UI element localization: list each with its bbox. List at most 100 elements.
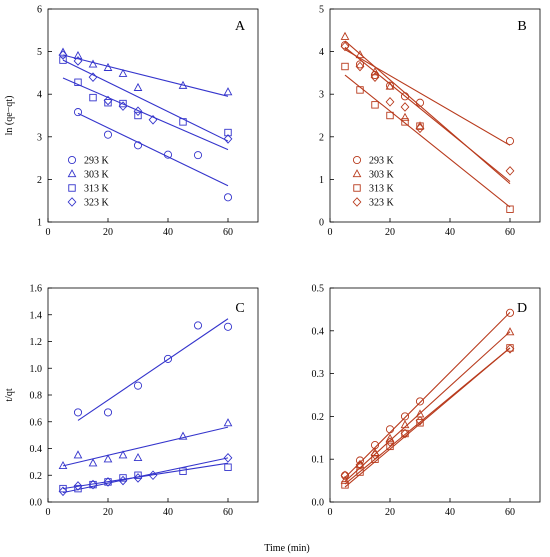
data-point bbox=[505, 327, 515, 336]
x-tick-label: 40 bbox=[163, 227, 173, 238]
series-323-k bbox=[340, 41, 515, 182]
data-point bbox=[355, 459, 365, 470]
legend-label: 323 K bbox=[84, 198, 110, 209]
data-point bbox=[224, 128, 232, 137]
series-323-k bbox=[340, 343, 515, 485]
data-point bbox=[58, 50, 68, 60]
x-tick-label: 0 bbox=[328, 507, 333, 518]
data-point bbox=[73, 450, 83, 459]
legend: 293 K 303 K 313 K 323 K bbox=[352, 155, 395, 209]
y-tick-label: 0 bbox=[319, 218, 324, 229]
data-point bbox=[505, 166, 515, 176]
x-tick-label: 0 bbox=[46, 507, 51, 518]
data-point bbox=[401, 118, 409, 126]
legend-marker bbox=[353, 184, 361, 192]
data-point bbox=[224, 463, 232, 471]
legend-label: 313 K bbox=[84, 184, 110, 195]
fit-line bbox=[62, 462, 229, 490]
legend-marker bbox=[352, 155, 362, 165]
data-point bbox=[356, 86, 364, 94]
x-tick-label: 60 bbox=[223, 227, 233, 238]
data-point bbox=[400, 412, 410, 421]
data-point bbox=[386, 442, 394, 451]
x-tick-label: 20 bbox=[385, 507, 395, 518]
data-point bbox=[415, 415, 425, 426]
y-tick-label: 0.2 bbox=[30, 471, 43, 482]
series-293-k bbox=[73, 108, 233, 202]
data-point bbox=[193, 151, 203, 160]
data-point bbox=[104, 99, 112, 107]
data-point bbox=[223, 418, 233, 427]
data-point bbox=[340, 31, 350, 40]
data-point bbox=[58, 486, 68, 497]
series-303-k bbox=[340, 327, 515, 484]
data-point bbox=[193, 321, 203, 330]
panel-d: 0 20 40 60 0.0 0.1 0.2 0.3 0.4 0.5 D bbox=[312, 284, 541, 518]
panel-c: 0 20 40 60 0.0 0.2 0.4 0.6 0.8 1.0 1.2 1.4 1.6 Ct/qt bbox=[4, 284, 259, 518]
data-point bbox=[88, 59, 98, 68]
legend-marker bbox=[67, 155, 77, 165]
y-axis-title: t/qt bbox=[4, 388, 15, 402]
data-point bbox=[355, 459, 365, 468]
legend-marker bbox=[67, 197, 77, 207]
data-point bbox=[340, 41, 350, 52]
data-point bbox=[59, 484, 67, 493]
data-point bbox=[118, 475, 128, 486]
y-tick-label: 0.8 bbox=[30, 391, 43, 402]
data-point bbox=[223, 322, 233, 331]
data-point bbox=[370, 450, 380, 460]
data-point bbox=[385, 425, 395, 434]
fit-line bbox=[344, 40, 511, 185]
data-point bbox=[505, 137, 515, 146]
data-point bbox=[341, 62, 349, 71]
y-tick-label: 6 bbox=[37, 5, 42, 16]
data-point bbox=[355, 456, 365, 465]
x-tick-label: 20 bbox=[103, 507, 113, 518]
data-point bbox=[118, 450, 128, 459]
legend-marker bbox=[352, 169, 362, 178]
y-tick-label: 0.0 bbox=[312, 498, 325, 509]
panel-letter: B bbox=[517, 19, 526, 34]
data-point bbox=[103, 62, 113, 71]
data-point bbox=[371, 455, 379, 463]
panel-letter: C bbox=[235, 301, 244, 316]
y-tick-label: 1.0 bbox=[30, 364, 43, 375]
x-tick-label: 40 bbox=[445, 507, 455, 518]
data-point bbox=[400, 420, 410, 429]
data-point bbox=[133, 473, 143, 483]
y-tick-label: 5 bbox=[37, 47, 42, 58]
y-tick-label: 0.0 bbox=[30, 498, 43, 509]
x-tick-label: 60 bbox=[505, 507, 515, 518]
legend-marker bbox=[68, 184, 76, 192]
y-tick-label: 4 bbox=[37, 90, 42, 101]
series-313-k bbox=[341, 62, 514, 213]
panel-b: 0 20 40 60 0 1 2 3 4 5 B 293 K 303 K 313 K 323 K bbox=[319, 5, 541, 238]
fit-line bbox=[344, 48, 511, 146]
data-point bbox=[58, 47, 68, 56]
y-axis-title: ln (qe−qt) bbox=[4, 96, 15, 136]
data-point bbox=[103, 454, 113, 463]
y-tick-label: 1 bbox=[37, 218, 42, 229]
data-point bbox=[103, 408, 113, 417]
data-point bbox=[370, 72, 380, 82]
data-point bbox=[505, 308, 515, 317]
plot-frame bbox=[329, 8, 541, 223]
y-tick-label: 3 bbox=[319, 90, 324, 101]
data-point bbox=[119, 474, 127, 482]
fit-line bbox=[344, 347, 511, 485]
data-point bbox=[103, 477, 113, 487]
data-point bbox=[415, 123, 425, 134]
data-point bbox=[178, 431, 188, 440]
fit-line bbox=[77, 318, 229, 421]
legend-marker bbox=[67, 169, 77, 178]
data-point bbox=[73, 408, 83, 417]
data-point bbox=[179, 467, 187, 475]
x-tick-label: 60 bbox=[505, 227, 515, 238]
data-point bbox=[58, 460, 68, 470]
fit-line bbox=[62, 59, 229, 142]
panel-a: 0 20 40 60 1 2 3 4 5 6 Aln (qe−qt) 293 K 303 K 313 K 3… bbox=[4, 5, 259, 238]
panel-letter: D bbox=[517, 301, 527, 316]
y-tick-label: 0.5 bbox=[312, 284, 325, 295]
data-point bbox=[416, 419, 424, 427]
legend-label: 303 K bbox=[369, 170, 395, 181]
